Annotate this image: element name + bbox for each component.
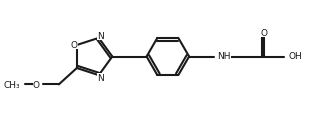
Text: O: O [71, 41, 78, 50]
Text: NH: NH [218, 51, 231, 60]
Text: N: N [97, 74, 103, 83]
Text: O: O [260, 29, 267, 38]
Text: N: N [97, 31, 103, 40]
Text: CH₃: CH₃ [4, 80, 21, 89]
Text: OH: OH [288, 52, 302, 61]
Text: O: O [33, 80, 40, 89]
